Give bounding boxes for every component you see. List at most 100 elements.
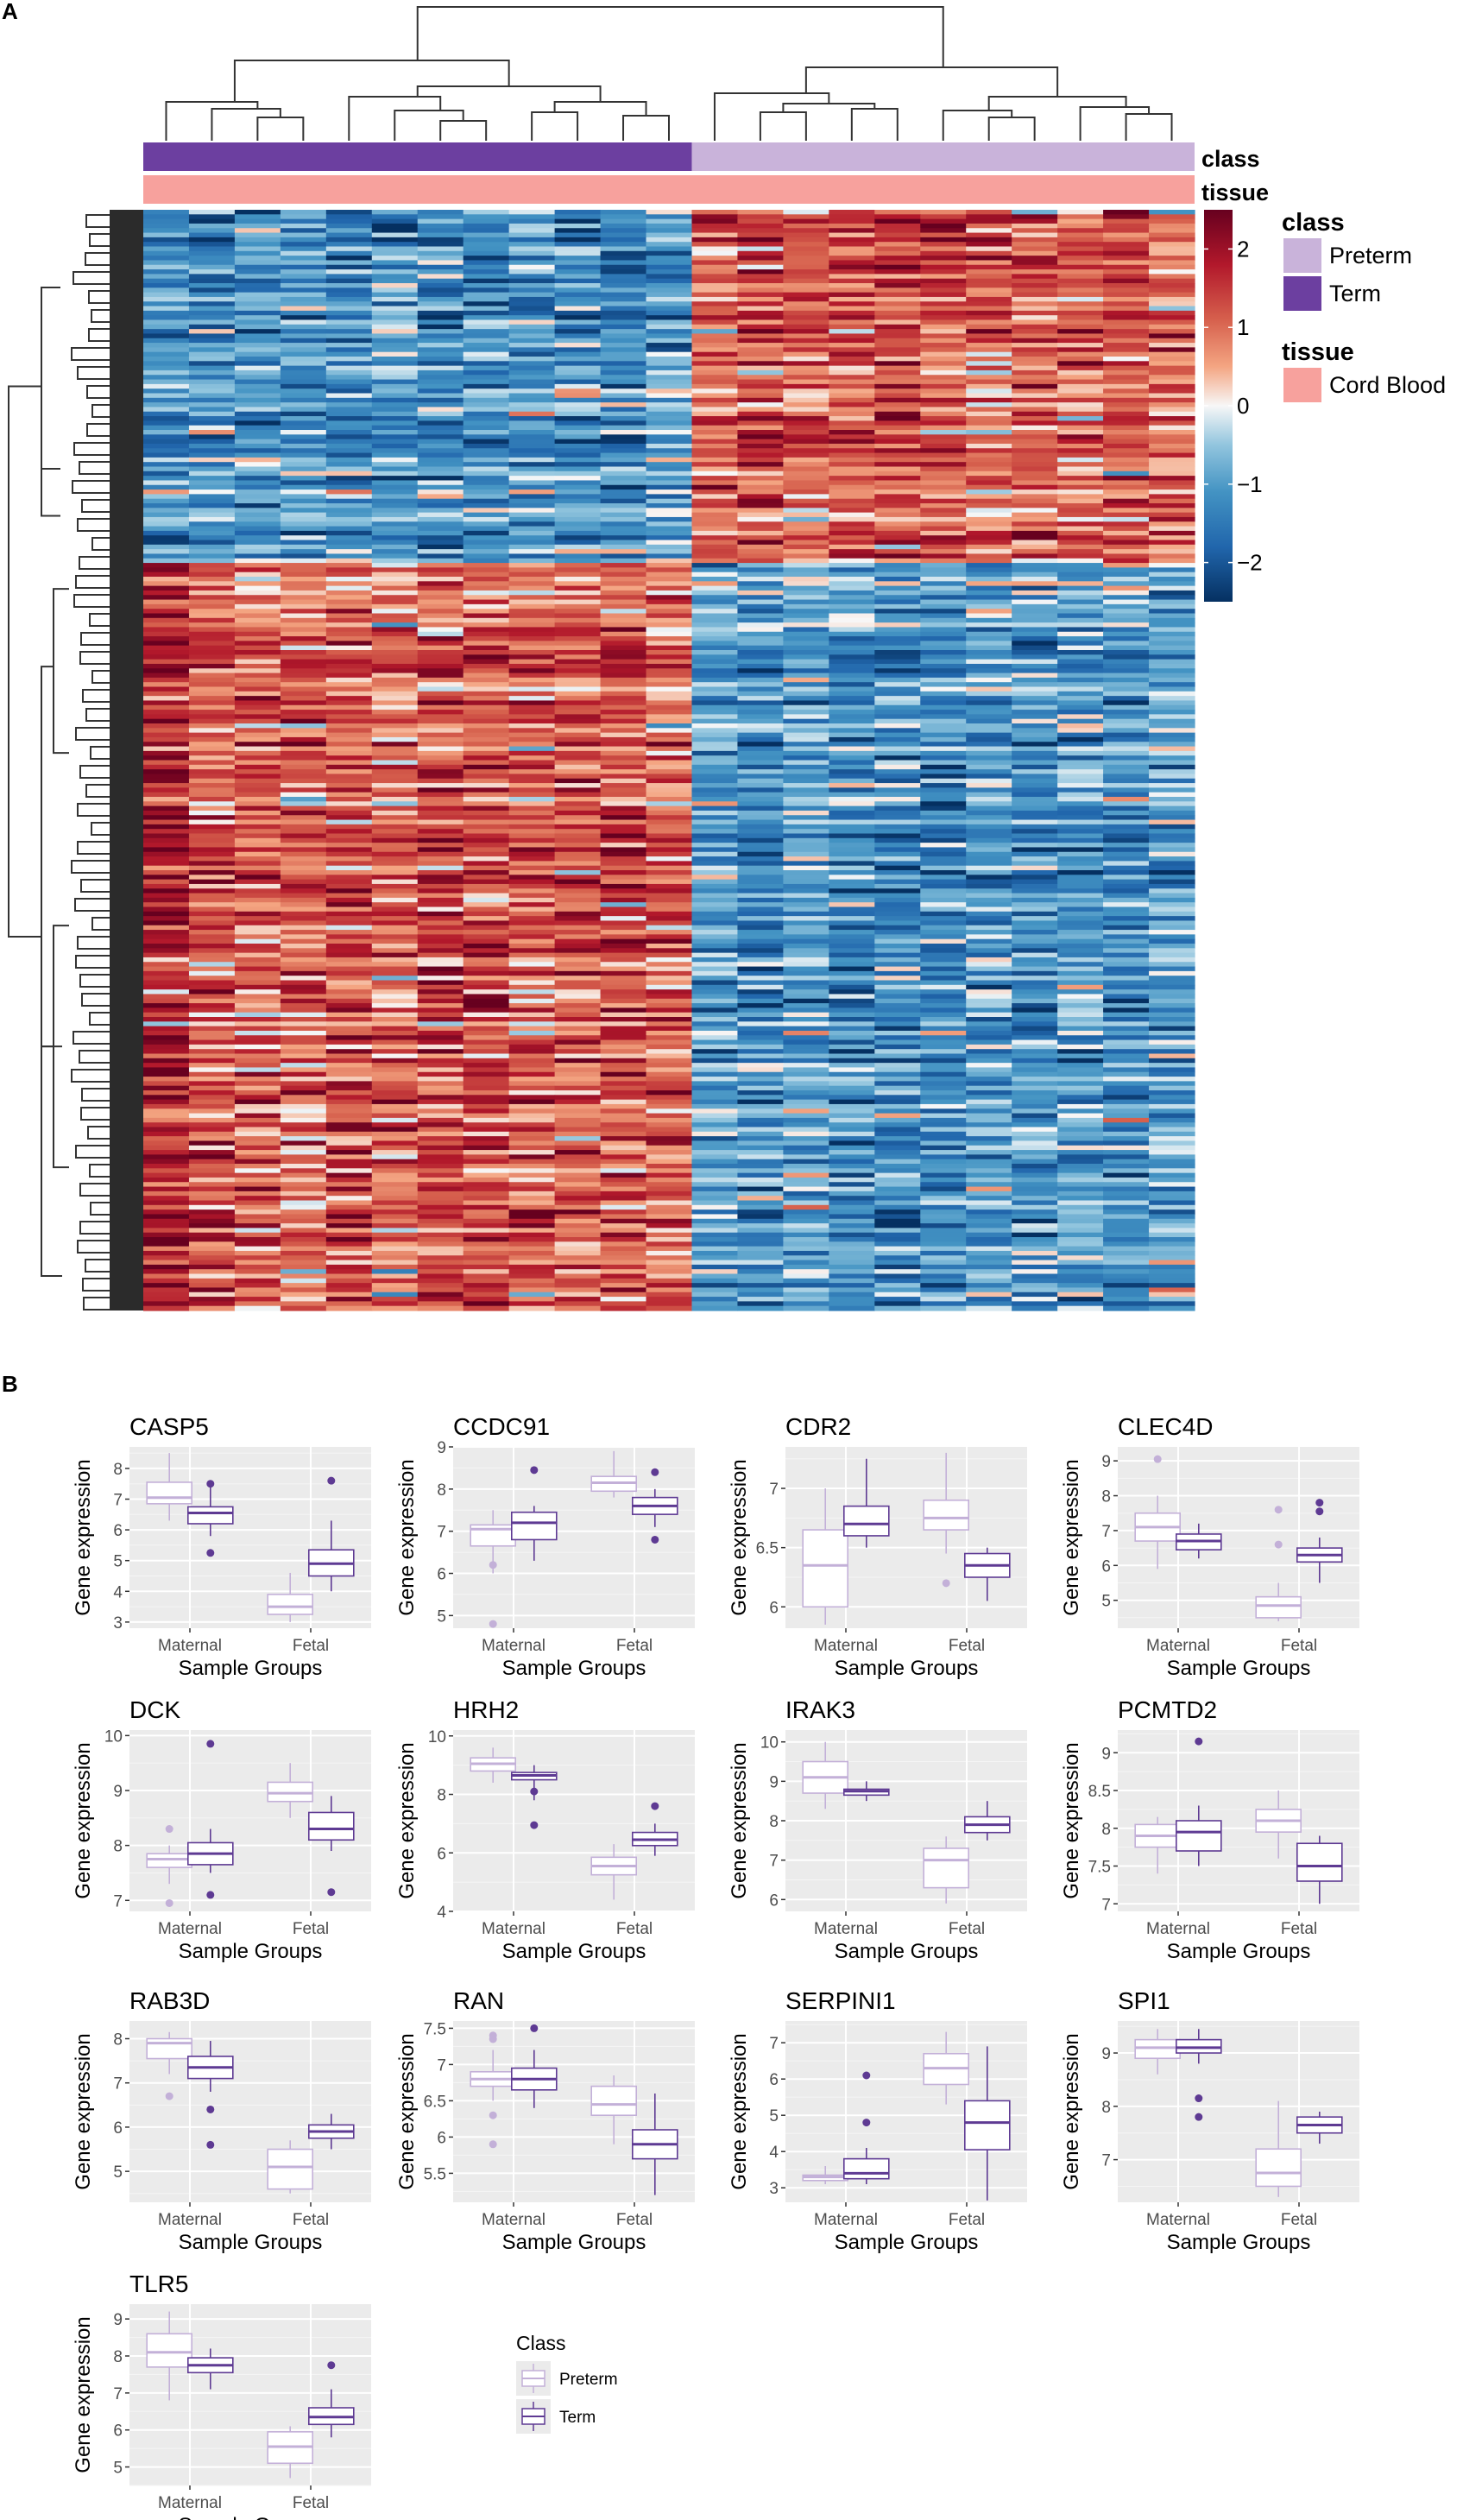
- heatmap-cell: [325, 805, 373, 812]
- heatmap-cell: [1103, 383, 1150, 389]
- heatmap-cell: [600, 911, 647, 917]
- heatmap-cell: [966, 301, 1012, 307]
- heatmap-cell: [417, 466, 464, 472]
- heatmap-cell: [508, 1099, 556, 1105]
- heatmap-cell: [554, 361, 602, 367]
- heatmap-cell: [1057, 462, 1104, 468]
- heatmap-cell: [280, 457, 327, 463]
- heatmap-cell: [325, 1044, 373, 1050]
- heatmap-cell: [554, 357, 602, 362]
- heatmap-cell: [143, 416, 190, 421]
- heatmap-cell: [508, 1177, 556, 1183]
- heatmap-cell: [417, 948, 464, 954]
- heatmap-cell: [143, 379, 190, 385]
- heatmap-cell: [646, 549, 693, 555]
- heatmap-cell: [508, 714, 556, 720]
- heatmap-cell: [325, 1108, 373, 1115]
- heatmap-cell: [829, 420, 875, 426]
- heatmap-cell: [874, 1035, 921, 1041]
- heatmap-cell: [1012, 1077, 1058, 1082]
- heatmap-cell: [966, 457, 1012, 463]
- heatmap-cell: [280, 333, 327, 339]
- heatmap-cell: [920, 686, 967, 692]
- heatmap-cell: [554, 897, 602, 903]
- heatmap-cell: [829, 1191, 875, 1197]
- heatmap-cell: [463, 1196, 510, 1202]
- heatmap-cell: [600, 631, 647, 637]
- heatmap-cell: [737, 347, 784, 353]
- heatmap-cell: [234, 902, 281, 908]
- heatmap-cell: [783, 512, 829, 518]
- heatmap-cell: [1149, 402, 1195, 408]
- heatmap-cell: [508, 769, 556, 775]
- heatmap-cell: [371, 530, 419, 536]
- heatmap-cell: [783, 420, 829, 426]
- heatmap-cell: [874, 452, 921, 458]
- heatmap-cell: [280, 274, 327, 280]
- heatmap-cell: [1103, 1172, 1150, 1178]
- heatmap-cell: [874, 232, 921, 238]
- heatmap-cell: [1057, 1122, 1104, 1128]
- heatmap-cell: [737, 494, 784, 500]
- heatmap-cell: [325, 425, 373, 431]
- heatmap-cell: [371, 544, 419, 550]
- heatmap-cell: [1149, 242, 1195, 248]
- heatmap-cell: [188, 425, 236, 431]
- heatmap-cell: [600, 260, 647, 266]
- heatmap-cell: [371, 383, 419, 389]
- heatmap-cell: [874, 439, 921, 445]
- heatmap-cell: [188, 416, 236, 421]
- heatmap-cell: [371, 375, 419, 381]
- heatmap-cell: [600, 498, 647, 504]
- heatmap-cell: [508, 893, 556, 899]
- heatmap-cell: [1012, 448, 1058, 454]
- heatmap-cell: [325, 287, 373, 294]
- heatmap-cell: [920, 906, 967, 913]
- heatmap-cell: [1149, 938, 1195, 944]
- heatmap-cell: [1012, 420, 1058, 426]
- heatmap-cell: [829, 774, 875, 780]
- heatmap-cell: [1103, 663, 1150, 669]
- heatmap-cell: [691, 1108, 739, 1115]
- heatmap-cell: [280, 1127, 327, 1133]
- heatmap-cell: [325, 696, 373, 702]
- heatmap-cell: [646, 480, 693, 486]
- heatmap-cell: [508, 691, 556, 697]
- heatmap-cell: [234, 333, 281, 339]
- heatmap-cell: [234, 843, 281, 849]
- heatmap-cell: [417, 1154, 464, 1160]
- heatmap-cell: [234, 1049, 281, 1055]
- heatmap-cell: [143, 627, 190, 633]
- heatmap-cell: [554, 1108, 602, 1115]
- heatmap-cell: [188, 1021, 236, 1027]
- heatmap-cell: [188, 1095, 236, 1101]
- heatmap-cell: [646, 1150, 693, 1155]
- heatmap-cell: [966, 976, 1012, 982]
- heatmap-cell: [234, 1090, 281, 1096]
- heatmap-cell: [371, 613, 419, 619]
- heatmap-cell: [1057, 805, 1104, 812]
- heatmap-cell: [371, 617, 419, 623]
- heatmap-cell: [234, 980, 281, 986]
- heatmap-cell: [783, 516, 829, 522]
- heatmap-cell: [188, 462, 236, 468]
- heatmap-cell: [1149, 357, 1195, 362]
- heatmap-cell: [1057, 622, 1104, 628]
- heatmap-cell: [1057, 691, 1104, 697]
- heatmap-cell: [463, 521, 510, 527]
- heatmap-cell: [463, 718, 510, 724]
- heatmap-cell: [1012, 521, 1058, 527]
- heatmap-cell: [371, 801, 419, 807]
- heatmap-cell: [234, 1113, 281, 1119]
- heatmap-cell: [920, 815, 967, 821]
- heatmap-cell: [600, 310, 647, 316]
- heatmap-cell: [1057, 452, 1104, 458]
- heatmap-cell: [417, 911, 464, 917]
- heatmap-cell: [1103, 296, 1150, 302]
- heatmap-cell: [508, 540, 556, 546]
- heatmap-cell: [508, 682, 556, 688]
- heatmap-cell: [234, 1150, 281, 1155]
- heatmap-cell: [143, 1085, 190, 1091]
- heatmap-cell: [1012, 952, 1058, 958]
- heatmap-cell: [691, 742, 739, 748]
